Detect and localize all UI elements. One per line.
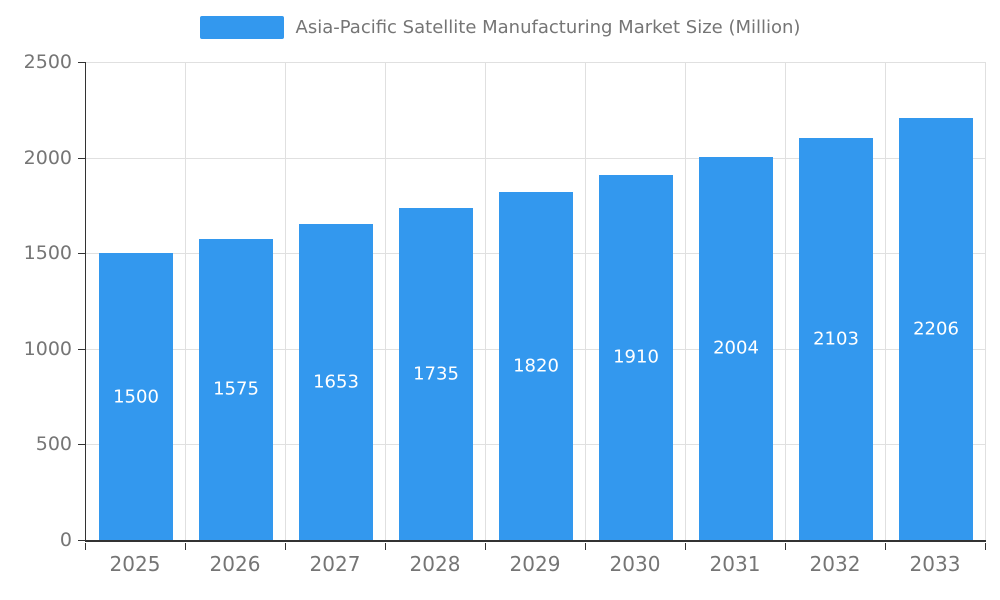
- gridline-vertical: [184, 62, 186, 540]
- plot-area: 1500 1575 1653 1735 1820 1910 2004 2103 2206: [78, 62, 986, 550]
- bar-value-label: 1910: [613, 346, 659, 368]
- x-axis-labels: 2025 2026 2027 2028 2029 2030 2031 2032 2033: [85, 552, 985, 576]
- bar-2031[interactable]: 2004: [699, 156, 773, 540]
- chart-title: Asia-Pacific Satellite Manufacturing Mar…: [295, 17, 801, 38]
- x-axis-tick-label: 2033: [909, 552, 961, 576]
- y-tick-mark: [78, 444, 85, 446]
- bar-2030[interactable]: 1910: [599, 174, 673, 540]
- x-axis-tick-label: 2031: [709, 552, 761, 576]
- gridline-vertical: [585, 62, 586, 540]
- bar-2026[interactable]: 1575: [199, 238, 273, 540]
- gridline-vertical: [985, 62, 986, 540]
- x-tick-mark: [884, 543, 886, 550]
- x-tick-mark: [184, 543, 186, 550]
- gridline-vertical: [384, 62, 386, 540]
- gridline-vertical: [284, 62, 286, 540]
- bar-category-2030: 1910: [586, 62, 686, 540]
- x-axis-tick-label: 2026: [209, 552, 261, 576]
- bar-2029[interactable]: 1820: [499, 192, 573, 540]
- y-tick-mark: [78, 157, 85, 159]
- y-tick-mark: [78, 348, 85, 350]
- bar-category-2031: 2004: [686, 62, 786, 540]
- x-axis-tick-label: 2025: [109, 552, 161, 576]
- y-axis-tick-label: 500: [35, 433, 72, 456]
- bar-category-2028: 1735: [386, 62, 486, 540]
- gridline-vertical: [484, 62, 486, 540]
- bar-category-2029: 1820: [486, 62, 586, 540]
- bar-value-label: 1500: [113, 386, 159, 408]
- gridline-vertical: [884, 62, 886, 540]
- y-axis-tick-label: 1000: [23, 337, 72, 360]
- y-tick-mark: [78, 62, 85, 63]
- bar-value-label: 2004: [713, 337, 759, 359]
- bar-value-label: 1575: [213, 378, 259, 400]
- x-tick-mark: [785, 543, 786, 550]
- x-axis-tick-label: 2030: [609, 552, 661, 576]
- y-axis-tick-label: 2000: [23, 146, 72, 169]
- bar-value-label: 1820: [513, 355, 559, 377]
- y-axis-tick-label: 0: [59, 529, 72, 551]
- x-tick-mark: [985, 543, 986, 550]
- bar-2027[interactable]: 1653: [299, 223, 373, 540]
- bar-2032[interactable]: 2103: [799, 137, 873, 540]
- x-tick-mark: [684, 543, 686, 550]
- x-axis-tick-label: 2027: [309, 552, 361, 576]
- y-tick-mark: [78, 540, 85, 541]
- bars-container: 1500 1575 1653 1735 1820 1910 2004 2103 2206: [86, 62, 986, 540]
- bar-category-2027: 1653: [286, 62, 386, 540]
- bar-value-label: 1735: [413, 363, 459, 385]
- x-tick-mark: [384, 543, 386, 550]
- x-tick-mark: [585, 543, 586, 550]
- x-tick-mark: [85, 543, 86, 550]
- x-tick-mark: [284, 543, 286, 550]
- x-axis-tick-label: 2032: [809, 552, 861, 576]
- gridline-horizontal: [86, 157, 986, 159]
- y-axis-tick-label: 1500: [23, 242, 72, 265]
- gridline-vertical: [684, 62, 686, 540]
- bar-value-label: 2103: [813, 328, 859, 350]
- bar-2025[interactable]: 1500: [99, 253, 173, 540]
- bar-2033[interactable]: 2206: [899, 118, 973, 540]
- legend-swatch[interactable]: [199, 16, 284, 39]
- legend: Asia-Pacific Satellite Manufacturing Mar…: [0, 16, 1000, 39]
- x-axis-tick-label: 2029: [509, 552, 561, 576]
- bar-category-2026: 1575: [186, 62, 286, 540]
- gridline-vertical: [785, 62, 786, 540]
- bar-2028[interactable]: 1735: [399, 208, 473, 540]
- bar-category-2033: 2206: [886, 62, 986, 540]
- x-axis-tick-label: 2028: [409, 552, 461, 576]
- bar-value-label: 1653: [313, 371, 359, 393]
- bar-category-2032: 2103: [786, 62, 886, 540]
- bar-category-2025: 1500: [86, 62, 186, 540]
- bar-value-label: 2206: [913, 318, 959, 340]
- y-axis-tick-label: 2500: [23, 51, 72, 73]
- gridline-horizontal: [86, 62, 986, 63]
- y-tick-mark: [78, 253, 85, 255]
- x-tick-mark: [484, 543, 486, 550]
